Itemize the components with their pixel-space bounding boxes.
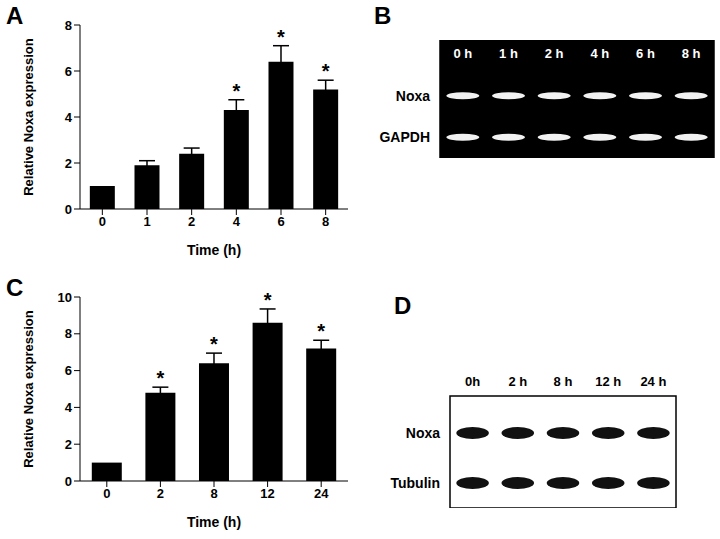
svg-text:*: * (156, 367, 164, 389)
html-text:C: C (6, 274, 24, 301)
svg-text:0: 0 (99, 214, 106, 229)
svg-text:10: 10 (58, 290, 72, 305)
svg-text:Noxa: Noxa (406, 425, 440, 441)
svg-text:2: 2 (157, 486, 164, 501)
svg-text:8: 8 (65, 326, 72, 341)
html-text:A: A (6, 2, 24, 29)
svg-text:0: 0 (65, 202, 72, 217)
svg-text:4: 4 (233, 214, 241, 229)
svg-text:8: 8 (322, 214, 329, 229)
svg-text:6 h: 6 h (636, 46, 655, 61)
svg-text:Noxa: Noxa (396, 88, 430, 104)
svg-text:GAPDH: GAPDH (379, 129, 430, 145)
svg-text:*: * (317, 320, 325, 342)
svg-text:2 h: 2 h (508, 374, 527, 389)
svg-text:0h: 0h (465, 374, 480, 389)
svg-text:Time (h): Time (h) (187, 514, 241, 530)
svg-text:4: 4 (65, 110, 73, 125)
svg-text:12: 12 (260, 486, 274, 501)
svg-text:4: 4 (65, 400, 73, 415)
html-text:B: B (374, 2, 392, 29)
svg-text:6: 6 (65, 64, 72, 79)
svg-text:*: * (322, 60, 330, 82)
svg-text:0: 0 (65, 474, 72, 489)
svg-text:Tubulin: Tubulin (391, 475, 441, 491)
svg-text:1: 1 (143, 214, 150, 229)
svg-text:12 h: 12 h (595, 374, 621, 389)
svg-text:Relative Noxa expression: Relative Noxa expression (21, 38, 36, 196)
svg-text:2: 2 (65, 437, 72, 452)
svg-text:2: 2 (188, 214, 195, 229)
svg-text:Relative Noxa expression: Relative Noxa expression (21, 310, 36, 468)
svg-text:24: 24 (314, 486, 329, 501)
svg-text:2: 2 (65, 156, 72, 171)
svg-text:8: 8 (65, 18, 72, 33)
svg-text:*: * (232, 80, 240, 102)
svg-text:6: 6 (277, 214, 284, 229)
svg-text:*: * (210, 333, 218, 355)
svg-text:8 h: 8 h (554, 374, 573, 389)
svg-text:8: 8 (210, 486, 217, 501)
svg-text:24 h: 24 h (640, 374, 666, 389)
svg-text:0: 0 (103, 486, 110, 501)
svg-text:*: * (264, 289, 272, 311)
svg-text:2 h: 2 h (545, 46, 564, 61)
svg-text:8 h: 8 h (682, 46, 701, 61)
svg-text:4 h: 4 h (590, 46, 609, 61)
svg-text:Time (h): Time (h) (187, 242, 241, 258)
html-text:D: D (394, 292, 412, 319)
svg-text:*: * (277, 26, 285, 48)
svg-text:6: 6 (65, 363, 72, 378)
svg-text:1 h: 1 h (499, 46, 518, 61)
svg-text:0 h: 0 h (453, 46, 472, 61)
